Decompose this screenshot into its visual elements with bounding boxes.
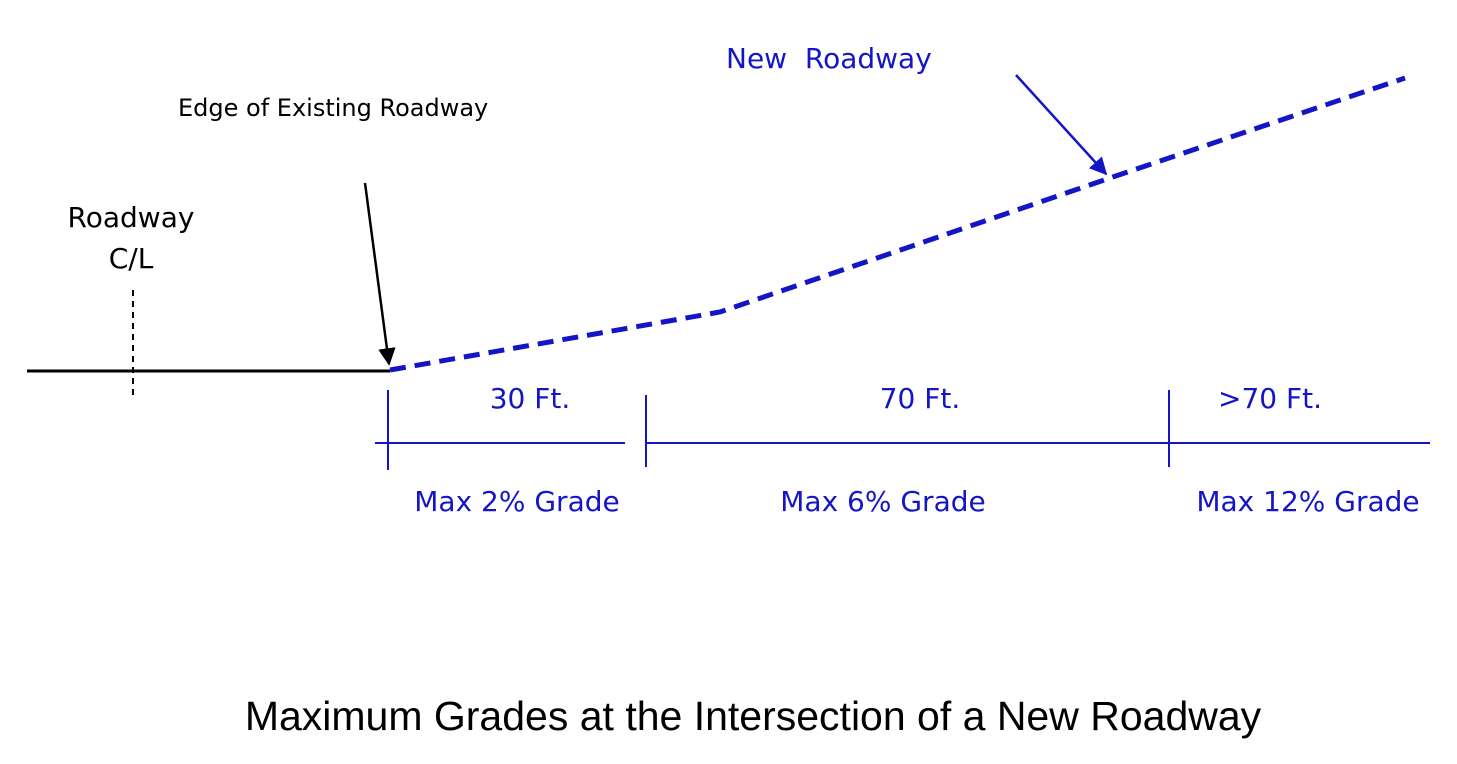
segment-length: >70 Ft. (1218, 382, 1322, 415)
segment-grade: Max 6% Grade (780, 485, 985, 518)
segment-length: 30 Ft. (490, 382, 571, 415)
centerline-label: C/L (109, 242, 154, 275)
new-roadway-arrow (1015, 74, 1108, 176)
segment-length: 70 Ft. (880, 382, 961, 415)
segment-grade: Max 2% Grade (414, 485, 619, 518)
new-roadway-label: New Roadway (726, 42, 932, 75)
centerline-label: Roadway (68, 201, 195, 234)
edge-arrow (363, 182, 396, 366)
segment-grade: Max 12% Grade (1196, 485, 1419, 518)
new-roadway-profile (389, 75, 1406, 373)
edge-label: Edge of Existing Roadway (178, 94, 488, 122)
diagram-title: Maximum Grades at the Intersection of a … (245, 693, 1262, 739)
